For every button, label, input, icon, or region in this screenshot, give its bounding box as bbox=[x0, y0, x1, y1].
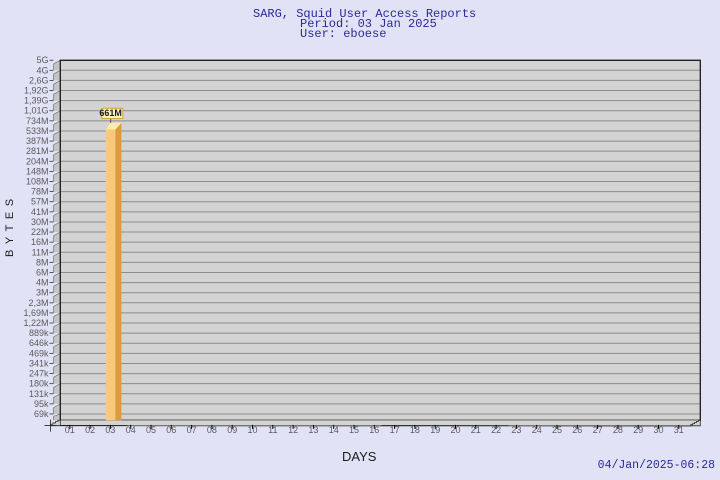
svg-text:247k: 247k bbox=[29, 369, 49, 379]
svg-text:12: 12 bbox=[288, 425, 298, 435]
svg-text:04: 04 bbox=[126, 425, 136, 435]
svg-text:16M: 16M bbox=[31, 237, 49, 247]
svg-text:4M: 4M bbox=[36, 278, 49, 288]
svg-text:26: 26 bbox=[572, 425, 582, 435]
svg-text:01: 01 bbox=[65, 425, 75, 435]
svg-text:646k: 646k bbox=[29, 338, 49, 348]
svg-text:21: 21 bbox=[471, 425, 481, 435]
svg-text:2,3M: 2,3M bbox=[28, 298, 48, 308]
svg-text:20: 20 bbox=[450, 425, 460, 435]
svg-text:10: 10 bbox=[247, 425, 257, 435]
svg-text:69k: 69k bbox=[34, 409, 49, 419]
svg-text:204M: 204M bbox=[26, 156, 49, 166]
svg-text:1,39G: 1,39G bbox=[24, 96, 49, 106]
svg-text:31: 31 bbox=[674, 425, 684, 435]
svg-text:11: 11 bbox=[268, 425, 277, 435]
svg-text:28: 28 bbox=[613, 425, 623, 435]
svg-text:11M: 11M bbox=[32, 247, 49, 257]
svg-text:05: 05 bbox=[146, 425, 156, 435]
svg-text:18: 18 bbox=[410, 425, 420, 435]
svg-text:23: 23 bbox=[511, 425, 521, 435]
svg-text:341k: 341k bbox=[29, 359, 49, 369]
svg-text:22M: 22M bbox=[31, 227, 49, 237]
svg-text:661M: 661M bbox=[99, 108, 122, 118]
svg-text:02: 02 bbox=[85, 425, 95, 435]
svg-text:27: 27 bbox=[593, 425, 603, 435]
svg-text:16: 16 bbox=[369, 425, 379, 435]
svg-text:07: 07 bbox=[187, 425, 197, 435]
svg-text:1,01G: 1,01G bbox=[24, 106, 49, 116]
svg-text:25: 25 bbox=[552, 425, 562, 435]
svg-text:2,6G: 2,6G bbox=[29, 75, 49, 85]
svg-text:1,22M: 1,22M bbox=[23, 318, 48, 328]
svg-text:78M: 78M bbox=[31, 187, 49, 197]
svg-text:57M: 57M bbox=[31, 197, 49, 207]
svg-text:08: 08 bbox=[207, 425, 217, 435]
svg-text:889k: 889k bbox=[29, 328, 49, 338]
svg-text:03: 03 bbox=[105, 425, 115, 435]
svg-text:95k: 95k bbox=[34, 399, 49, 409]
svg-text:734M: 734M bbox=[26, 116, 49, 126]
svg-text:281M: 281M bbox=[26, 146, 49, 156]
svg-text:29: 29 bbox=[633, 425, 643, 435]
svg-text:6M: 6M bbox=[36, 268, 49, 278]
svg-text:06: 06 bbox=[166, 425, 176, 435]
svg-text:4G: 4G bbox=[36, 65, 48, 75]
svg-text:14: 14 bbox=[329, 425, 339, 435]
svg-text:1,92G: 1,92G bbox=[24, 86, 49, 96]
svg-text:5G: 5G bbox=[36, 55, 48, 65]
svg-text:180k: 180k bbox=[29, 379, 49, 389]
svg-text:3M: 3M bbox=[36, 288, 49, 298]
svg-text:13: 13 bbox=[308, 425, 318, 435]
svg-text:108M: 108M bbox=[26, 177, 49, 187]
svg-text:533M: 533M bbox=[26, 126, 49, 136]
svg-text:30M: 30M bbox=[31, 217, 49, 227]
svg-text:17: 17 bbox=[390, 425, 400, 435]
svg-text:24: 24 bbox=[532, 425, 542, 435]
svg-text:19: 19 bbox=[430, 425, 440, 435]
svg-text:1,69M: 1,69M bbox=[23, 308, 48, 318]
svg-text:41M: 41M bbox=[31, 207, 49, 217]
svg-text:131k: 131k bbox=[29, 389, 49, 399]
svg-text:469k: 469k bbox=[29, 348, 49, 358]
svg-text:8M: 8M bbox=[36, 257, 49, 267]
svg-text:09: 09 bbox=[227, 425, 237, 435]
svg-text:15: 15 bbox=[349, 425, 359, 435]
svg-text:387M: 387M bbox=[26, 136, 49, 146]
svg-text:22: 22 bbox=[491, 425, 501, 435]
svg-text:30: 30 bbox=[653, 425, 663, 435]
svg-text:148M: 148M bbox=[26, 166, 49, 176]
